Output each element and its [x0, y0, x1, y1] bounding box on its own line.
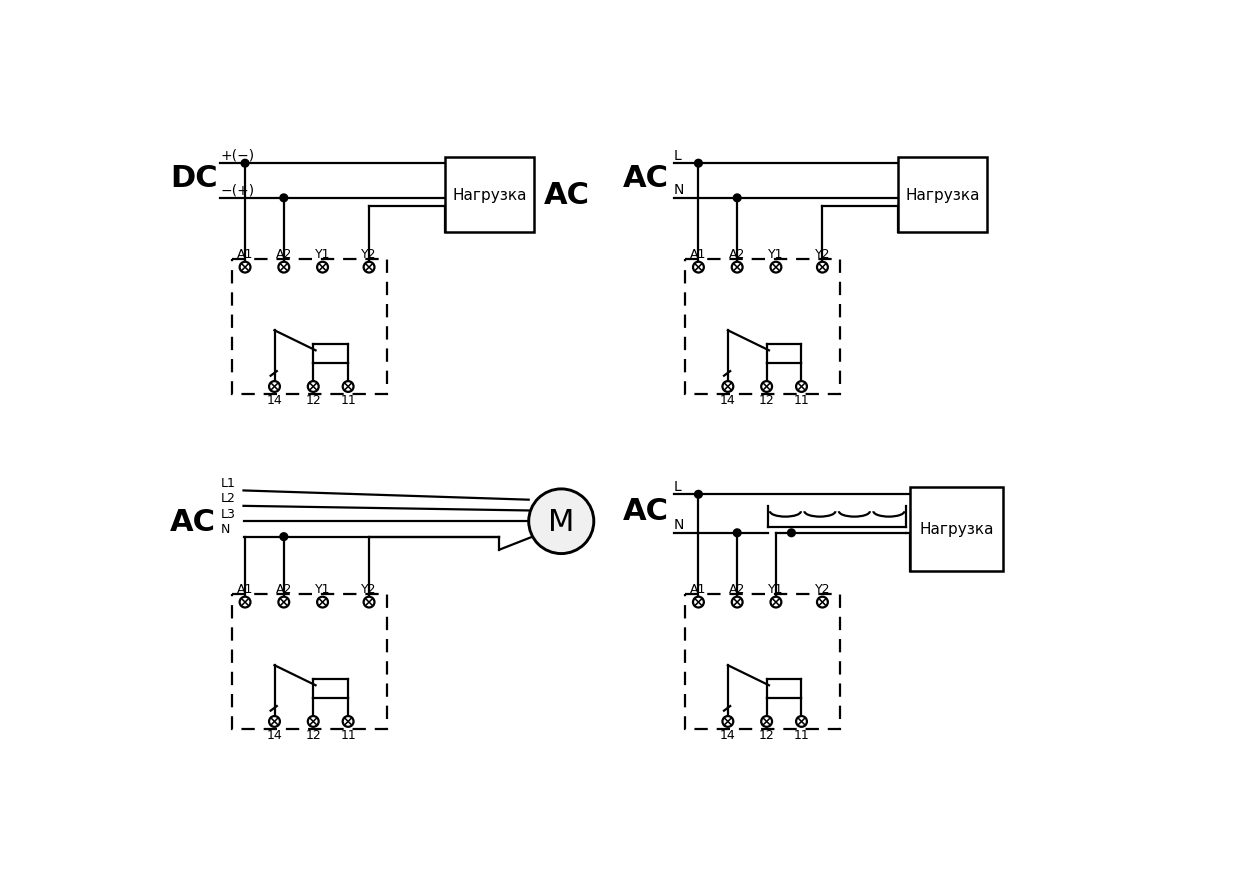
Text: A1: A1 [690, 248, 706, 260]
Text: Нагрузка: Нагрузка [905, 188, 981, 203]
Circle shape [771, 597, 782, 608]
Text: Y2: Y2 [815, 582, 830, 595]
Circle shape [694, 160, 703, 167]
Circle shape [280, 195, 288, 203]
Bar [232, 595, 387, 729]
Circle shape [797, 716, 806, 727]
Text: Y1: Y1 [315, 582, 330, 595]
Text: L: L [673, 479, 682, 494]
Circle shape [363, 597, 374, 608]
Text: 12: 12 [305, 728, 321, 742]
Text: L2: L2 [220, 492, 235, 505]
Text: L3: L3 [220, 507, 235, 520]
Circle shape [693, 597, 704, 608]
Circle shape [734, 529, 741, 537]
Text: A2: A2 [729, 248, 746, 260]
Text: −(+): −(+) [220, 183, 254, 197]
Circle shape [308, 716, 319, 727]
Text: L: L [673, 149, 682, 162]
Circle shape [722, 382, 734, 392]
Circle shape [278, 597, 289, 608]
Text: N: N [673, 517, 684, 532]
Circle shape [734, 195, 741, 203]
Text: Нагрузка: Нагрузка [452, 188, 527, 203]
Circle shape [529, 489, 594, 554]
Text: N: N [673, 183, 684, 197]
Text: 14: 14 [720, 728, 736, 742]
Text: Y1: Y1 [768, 582, 784, 595]
Circle shape [240, 597, 251, 608]
Circle shape [732, 597, 742, 608]
Circle shape [317, 262, 329, 273]
Text: 11: 11 [794, 394, 809, 407]
Text: 12: 12 [758, 394, 774, 407]
Text: Y1: Y1 [768, 248, 784, 260]
Circle shape [761, 382, 772, 392]
Circle shape [280, 533, 288, 540]
Bar [232, 260, 387, 395]
Text: DC: DC [170, 164, 217, 193]
Text: A2: A2 [729, 582, 746, 595]
Text: AC: AC [624, 164, 669, 193]
Circle shape [797, 382, 806, 392]
Text: Нагрузка: Нагрузка [919, 522, 994, 537]
Circle shape [694, 491, 703, 499]
Bar [898, 158, 988, 233]
Circle shape [240, 262, 251, 273]
Text: AC: AC [543, 181, 589, 210]
Text: A2: A2 [275, 582, 291, 595]
Text: Y2: Y2 [362, 582, 377, 595]
Text: A1: A1 [237, 248, 253, 260]
Circle shape [269, 382, 280, 392]
Text: 14: 14 [720, 394, 736, 407]
Text: 14: 14 [267, 728, 283, 742]
Circle shape [363, 262, 374, 273]
Text: Y2: Y2 [815, 248, 830, 260]
Circle shape [308, 382, 319, 392]
Circle shape [732, 262, 742, 273]
Circle shape [788, 529, 795, 537]
Text: AC: AC [170, 507, 216, 536]
Text: 11: 11 [794, 728, 809, 742]
Bar [910, 487, 1003, 571]
Text: Y2: Y2 [362, 248, 377, 260]
Text: N: N [220, 523, 230, 535]
Text: 11: 11 [341, 394, 356, 407]
Circle shape [818, 262, 827, 273]
Text: AC: AC [624, 496, 669, 525]
Text: 14: 14 [267, 394, 283, 407]
Text: M: M [548, 507, 574, 536]
Circle shape [693, 262, 704, 273]
Circle shape [761, 716, 772, 727]
Circle shape [317, 597, 329, 608]
Circle shape [818, 597, 827, 608]
Text: A1: A1 [237, 582, 253, 595]
Text: Y1: Y1 [315, 248, 330, 260]
Text: 11: 11 [341, 728, 356, 742]
Circle shape [241, 160, 249, 167]
Text: A1: A1 [690, 582, 706, 595]
Bar [445, 158, 534, 233]
Text: A2: A2 [275, 248, 291, 260]
Text: L1: L1 [220, 477, 235, 489]
Text: 12: 12 [758, 728, 774, 742]
Circle shape [269, 716, 280, 727]
Circle shape [342, 716, 353, 727]
Circle shape [722, 716, 734, 727]
Text: 12: 12 [305, 394, 321, 407]
Circle shape [771, 262, 782, 273]
Bar [685, 260, 840, 395]
Text: +(−): +(−) [220, 149, 254, 162]
Bar [685, 595, 840, 729]
Circle shape [342, 382, 353, 392]
Circle shape [278, 262, 289, 273]
